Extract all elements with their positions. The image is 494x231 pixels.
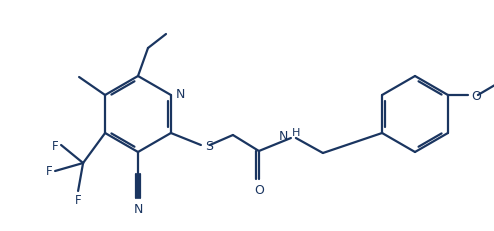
Text: F: F xyxy=(75,193,82,206)
Text: N: N xyxy=(279,130,288,143)
Text: F: F xyxy=(51,139,58,152)
Text: H: H xyxy=(292,128,300,137)
Text: F: F xyxy=(45,165,52,178)
Text: N: N xyxy=(176,88,185,101)
Text: S: S xyxy=(205,139,213,152)
Text: O: O xyxy=(254,183,264,196)
Text: N: N xyxy=(133,202,143,215)
Text: O: O xyxy=(471,89,481,102)
